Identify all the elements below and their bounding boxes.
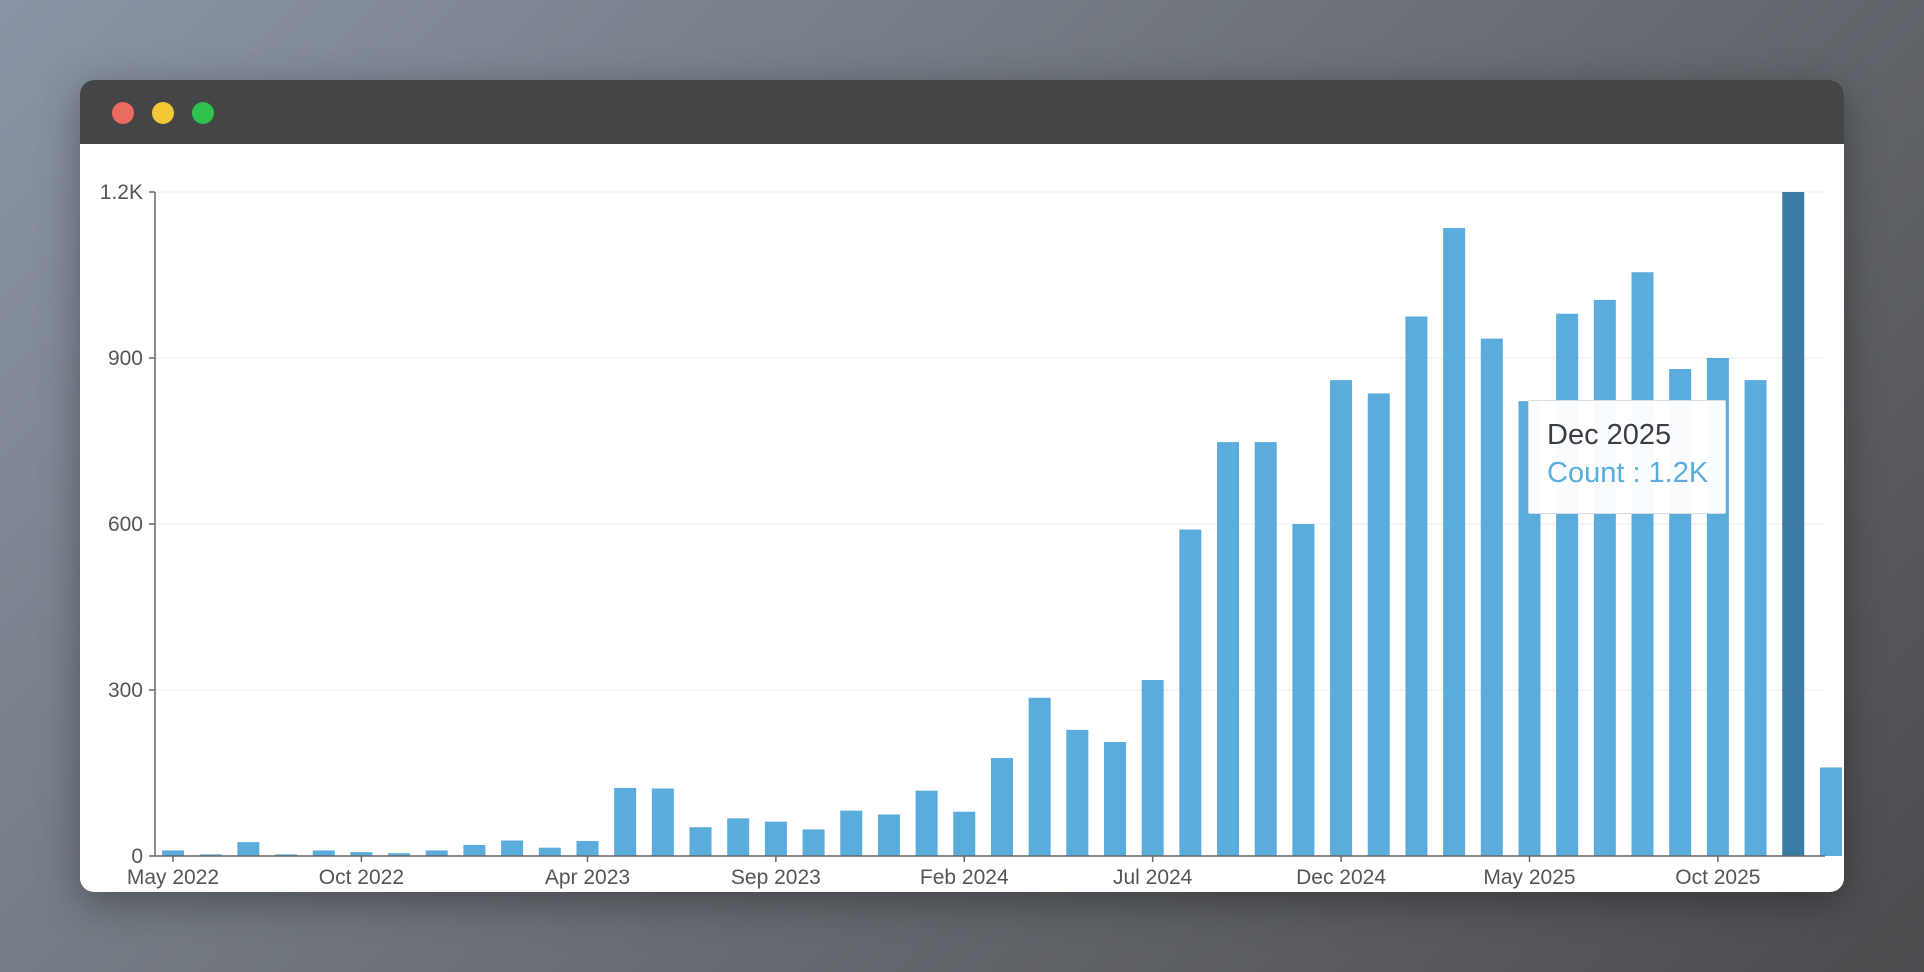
maximize-window-button[interactable] <box>192 102 214 124</box>
chart-area: 0 300 600 900 1.2K May 2022 Oct 2022 Apr 2023 Se… <box>80 144 1844 892</box>
bar <box>1104 742 1126 856</box>
x-tick-label: Sep 2023 <box>731 866 821 889</box>
bar <box>689 827 712 856</box>
minimize-window-button[interactable] <box>152 102 174 124</box>
title-bar <box>80 80 1844 144</box>
bar <box>1367 393 1390 856</box>
bar <box>312 850 335 856</box>
bar <box>764 821 787 856</box>
y-tick-label: 600 <box>108 513 143 536</box>
bar <box>651 788 674 856</box>
bar <box>953 811 976 856</box>
bar <box>1330 380 1353 856</box>
x-tick-label: May 2022 <box>127 866 219 889</box>
tooltip-title: Dec 2025 <box>1547 419 1672 451</box>
y-tick-label: 1.2K <box>100 181 143 204</box>
bar <box>1028 697 1051 856</box>
bar <box>1593 299 1616 856</box>
bar <box>1217 442 1240 856</box>
bar <box>501 840 524 856</box>
bar <box>1782 192 1805 856</box>
bar <box>1518 401 1541 856</box>
bar <box>1254 442 1277 856</box>
bar <box>990 758 1013 856</box>
x-tick-label: Apr 2023 <box>545 866 630 889</box>
bar <box>1179 529 1202 856</box>
bar <box>388 853 411 856</box>
bar-chart: 0 300 600 900 1.2K May 2022 Oct 2022 Apr 2023 Se… <box>100 181 1842 889</box>
bar <box>1819 767 1842 856</box>
x-tick-label: Dec 2024 <box>1296 866 1386 889</box>
bar <box>1141 680 1164 856</box>
bar <box>1405 316 1428 856</box>
y-tick-label: 900 <box>108 347 143 370</box>
bar <box>576 841 599 856</box>
bar <box>1443 227 1466 856</box>
bar <box>237 842 260 856</box>
x-tick-label: Oct 2025 <box>1675 866 1760 889</box>
bar <box>877 814 900 856</box>
x-tick-label: Feb 2024 <box>920 866 1009 889</box>
bar <box>802 829 825 856</box>
bar <box>538 847 561 856</box>
app-window: 0 300 600 900 1.2K May 2022 Oct 2022 Apr 2023 Se… <box>80 80 1844 892</box>
bar <box>1631 272 1654 856</box>
tooltip-value: Count : 1.2K <box>1547 457 1709 489</box>
bar <box>425 850 448 856</box>
bar <box>840 810 863 856</box>
bar <box>199 854 222 856</box>
bar <box>915 790 938 856</box>
bar <box>1744 380 1767 856</box>
bar <box>275 854 298 856</box>
y-tick-label: 0 <box>131 845 143 868</box>
bar <box>614 787 637 856</box>
bar <box>1066 729 1089 856</box>
bar <box>1480 338 1503 857</box>
bar <box>350 852 373 856</box>
bar <box>162 850 184 856</box>
bar <box>1556 313 1579 856</box>
y-tick-label: 300 <box>108 679 143 702</box>
x-tick-label: Jul 2024 <box>1113 866 1193 889</box>
close-window-button[interactable] <box>112 102 134 124</box>
chart-tooltip: Dec 2025 Count : 1.2K <box>1528 400 1726 514</box>
bar <box>1292 524 1315 856</box>
x-tick-label: Oct 2022 <box>319 866 404 889</box>
bar <box>727 818 750 856</box>
x-tick-label: May 2025 <box>1483 866 1575 889</box>
bar <box>463 844 486 856</box>
